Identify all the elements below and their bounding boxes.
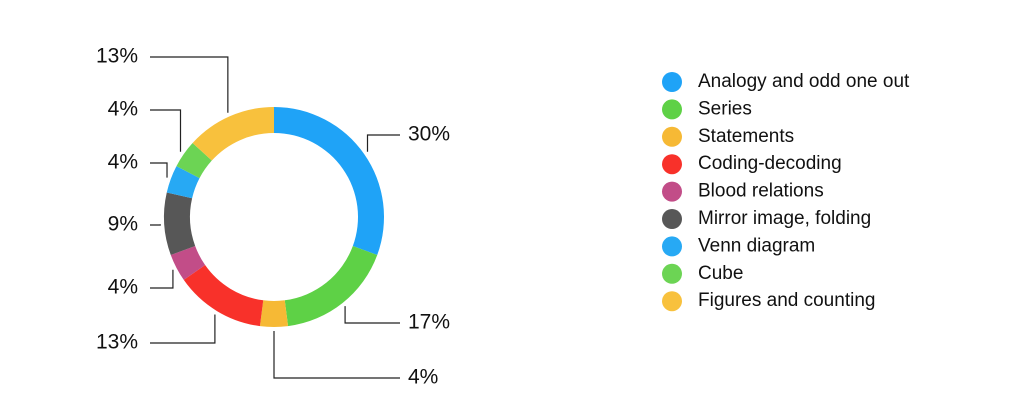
data-label: 17% xyxy=(408,311,450,334)
legend-label: Blood relations xyxy=(698,181,824,202)
leader-line xyxy=(273,331,400,379)
leader-line xyxy=(150,224,161,226)
data-label: 9% xyxy=(108,213,138,236)
legend-label: Statements xyxy=(698,126,794,147)
legend-swatch xyxy=(662,99,682,120)
leader-line xyxy=(344,306,400,324)
donut-slice xyxy=(274,107,385,255)
donut-slice xyxy=(259,300,289,327)
leader-line xyxy=(150,269,174,289)
leader-line xyxy=(150,162,168,178)
data-label: 4% xyxy=(408,366,438,389)
donut-slice xyxy=(192,107,274,161)
donut-slice xyxy=(166,166,200,199)
data-label: 13% xyxy=(96,331,138,354)
donut-slice xyxy=(183,265,264,327)
legend-label: Cube xyxy=(698,263,743,284)
data-label: 4% xyxy=(108,151,138,174)
data-label: 4% xyxy=(108,98,138,121)
donut-slice xyxy=(284,246,378,327)
donut-slice xyxy=(176,143,212,179)
leader-line xyxy=(150,56,229,113)
legend-swatch xyxy=(662,154,682,175)
legend-swatch xyxy=(662,263,682,284)
legend-label: Figures and counting xyxy=(698,290,875,311)
leader-line xyxy=(150,109,182,152)
legend-label: Mirror image, folding xyxy=(698,208,871,229)
legend-label: Coding-decoding xyxy=(698,153,842,174)
legend-label: Venn diagram xyxy=(698,235,815,256)
legend-swatch xyxy=(662,72,682,92)
legend-swatch xyxy=(662,291,682,312)
leader-line xyxy=(150,314,216,344)
legend-swatch xyxy=(662,209,682,229)
data-label: 4% xyxy=(108,276,138,299)
donut-slice xyxy=(164,192,196,255)
leader-line xyxy=(366,134,400,152)
legend-swatch xyxy=(662,126,682,147)
legend-swatch xyxy=(662,181,682,202)
donut-slice xyxy=(170,246,206,280)
legend-swatch xyxy=(662,236,682,257)
data-label: 13% xyxy=(96,45,138,68)
legend-label: Series xyxy=(698,98,752,119)
data-label: 30% xyxy=(408,123,450,146)
legend-label: Analogy and odd one out xyxy=(698,71,910,92)
